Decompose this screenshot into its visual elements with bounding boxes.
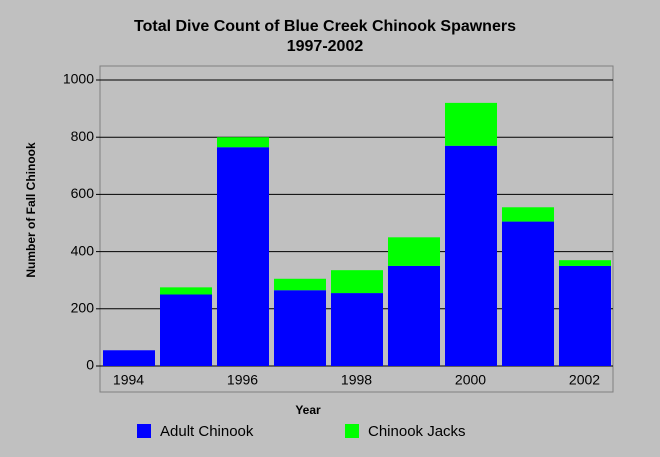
bar-segment [559,260,611,266]
bar-segment [559,265,611,366]
y-tick-label: 0 [86,357,94,373]
bar-segment [502,221,554,366]
bar-segment [445,102,497,146]
plot-frame [99,65,614,393]
y-tick-label: 800 [71,128,95,144]
x-tick-label: 1994 [113,372,144,388]
legend-swatch [345,424,359,438]
y-tick-label: 1000 [63,71,94,87]
x-axis-label: Year [295,403,321,417]
bar-segment [388,265,440,366]
y-axis-label: Number of Fall Chinook [24,142,38,278]
bar-segment [274,290,326,366]
y-tick-label: 600 [71,185,95,201]
bar-segment [217,137,269,148]
chart-title: Total Dive Count of Blue Creek Chinook S… [134,18,516,35]
bar-segment [445,145,497,366]
bar-segment [388,237,440,266]
bar-segment [160,287,212,295]
bar-segment [103,350,155,366]
bar-segment [502,207,554,222]
x-tick-label: 2002 [569,372,600,388]
bar-segment [331,270,383,294]
x-tick-label: 2000 [455,372,486,388]
x-tick-label: 1998 [341,372,372,388]
x-tick-label: 1996 [227,372,258,388]
bar-segment [217,147,269,366]
bar-segment [331,293,383,366]
chart-subtitle: 1997-2002 [287,38,364,55]
legend-label: Adult Chinook [160,423,254,440]
bar-segment [274,278,326,291]
legend-label: Chinook Jacks [368,423,466,440]
bar-segment [160,294,212,366]
y-tick-label: 200 [71,300,95,316]
legend-swatch [137,424,151,438]
y-tick-label: 400 [71,242,95,258]
